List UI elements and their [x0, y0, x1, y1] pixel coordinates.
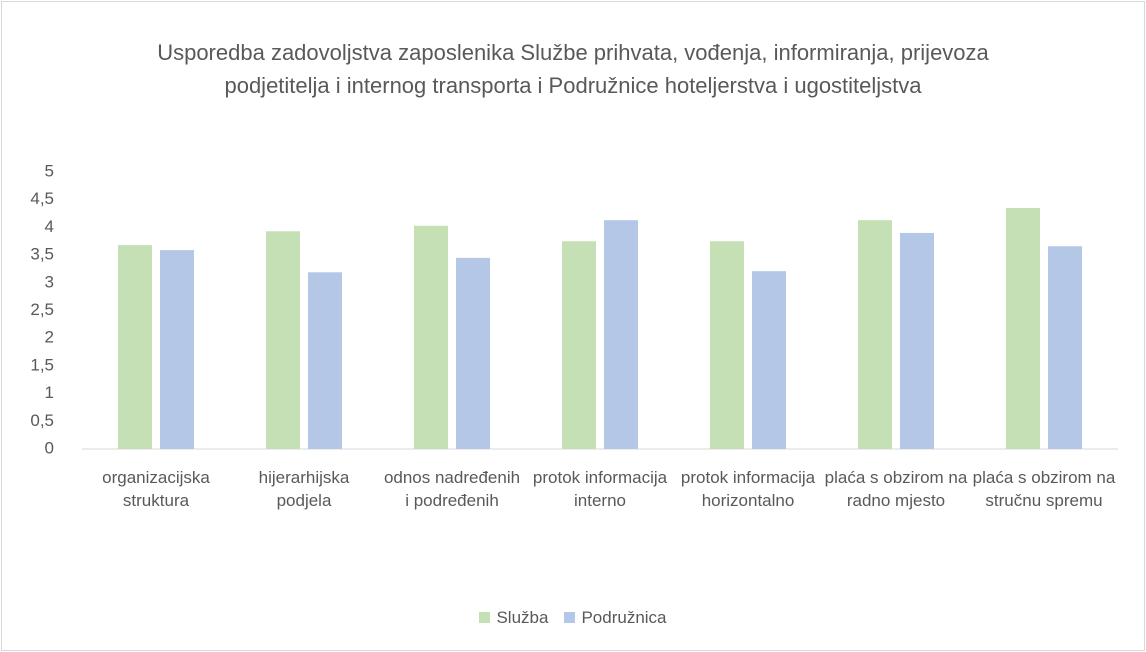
- x-tick-label: organizacijska struktura: [102, 468, 210, 510]
- x-tick-label: protok informacija interno: [532, 468, 668, 510]
- legend-item: Služba: [479, 608, 548, 628]
- y-tick-label: 0,5: [30, 411, 54, 430]
- legend-label: Podružnica: [581, 608, 667, 627]
- y-tick-label: 4,5: [30, 189, 54, 208]
- bar: [414, 225, 448, 449]
- legend-swatch: [479, 612, 491, 623]
- y-tick-label: 1,5: [30, 355, 54, 374]
- x-tick-label: hijerarhijska podjela: [258, 468, 350, 510]
- bar: [1006, 208, 1040, 449]
- legend-swatch: [564, 612, 576, 623]
- y-tick-label: 1: [45, 383, 54, 402]
- bar: [160, 250, 194, 449]
- legend: Služba Podružnica: [0, 608, 1146, 628]
- x-tick-label: odnos nadređenih i podređenih: [383, 468, 521, 510]
- bar: [710, 241, 744, 449]
- legend-label: Služba: [496, 608, 549, 627]
- bar: [456, 257, 490, 449]
- y-tick-label: 2,5: [30, 300, 54, 319]
- y-tick-label: 3,5: [30, 245, 54, 264]
- bar: [308, 272, 342, 449]
- bar: [858, 220, 892, 449]
- bar: [752, 271, 786, 449]
- y-tick-label: 0: [45, 438, 54, 457]
- bar: [1048, 246, 1082, 449]
- x-tick-label: plaća s obzirom na radno mjesto: [824, 468, 968, 510]
- y-tick-label: 5: [45, 161, 54, 180]
- y-tick-label: 2: [45, 328, 54, 347]
- chart-title: Usporedba zadovoljstva zaposlenika Služb…: [157, 40, 989, 98]
- bar: [900, 232, 934, 449]
- y-tick-label: 3: [45, 272, 54, 291]
- bar: [118, 245, 152, 449]
- bar: [266, 231, 300, 449]
- bar: [562, 241, 596, 449]
- legend-item: Podružnica: [564, 608, 667, 628]
- bar: [604, 220, 638, 449]
- y-tick-label: 4: [45, 217, 54, 236]
- x-tick-label: plaća s obzirom na stručnu spremu: [972, 468, 1116, 510]
- x-tick-label: protok informacija horizontalno: [680, 468, 816, 510]
